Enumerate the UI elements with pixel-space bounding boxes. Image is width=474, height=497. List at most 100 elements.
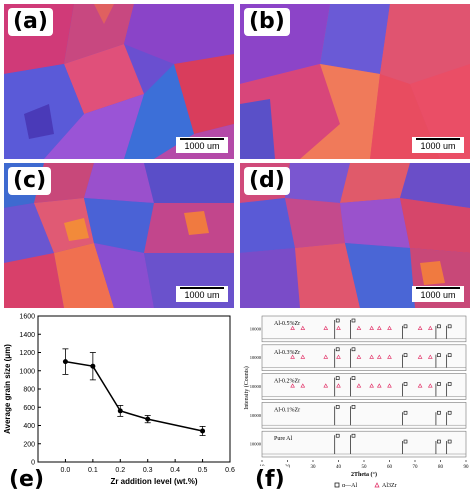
pattern-name: Al-0.3%Zr — [274, 350, 300, 356]
y-axis-label: Intensity (Counts) — [243, 366, 250, 410]
al3zr-marker — [290, 354, 295, 359]
alpha-al-marker — [335, 405, 340, 409]
scale-bar-c-text: 1000 um — [184, 290, 220, 300]
panel-b-label: (b) — [244, 8, 290, 36]
pattern-tick: 10000 — [250, 355, 262, 360]
x-tick-label: 0.1 — [88, 467, 98, 474]
alpha-al-marker — [437, 324, 441, 329]
y-tick-label: 800 — [23, 387, 35, 394]
micrograph-b: (b) 1000 um — [240, 4, 470, 159]
x-tick-label: 0.0 — [61, 467, 71, 474]
series-line — [65, 360, 203, 432]
x-tick-label: 0.2 — [115, 467, 125, 474]
al3zr-marker — [417, 325, 423, 330]
legend-al3zr-marker — [374, 482, 380, 488]
panel-f-label: (f) — [250, 466, 290, 494]
alpha-al-marker — [351, 376, 356, 380]
x-tick-label: 70 — [413, 465, 419, 470]
scale-bar-b: 1000 um — [412, 137, 464, 153]
data-point — [62, 359, 68, 365]
data-point — [90, 363, 96, 369]
al3zr-marker — [300, 325, 306, 330]
al3zr-marker — [369, 354, 374, 359]
al3zr-marker — [323, 325, 329, 330]
x-tick-label: 0.5 — [198, 467, 208, 474]
y-tick-label: 1200 — [19, 350, 35, 357]
y-axis-label: Average grain size (μm) — [3, 344, 12, 434]
panel-c-label: (c) — [8, 167, 52, 195]
al3zr-marker — [417, 383, 423, 388]
alpha-al-marker — [447, 439, 452, 444]
al3zr-marker — [427, 383, 433, 388]
al3zr-marker — [356, 383, 362, 388]
alpha-al-marker — [351, 318, 356, 323]
chart-e-svg: -0.10.00.10.20.30.40.50.6020040060080010… — [3, 314, 235, 487]
pattern-name: Al-0.2%Zr — [274, 379, 300, 385]
al3zr-marker — [323, 383, 329, 388]
y-tick-label: 1000 — [19, 368, 35, 375]
chart-f-svg: Intensity (Counts) Al-0.5%Zr 10000 Al-0.3%Z… — [243, 315, 470, 489]
alpha-al-marker — [447, 353, 452, 357]
alpha-al-marker — [403, 353, 408, 357]
al3zr-marker — [376, 383, 382, 388]
micrograph-d: (d) 1000 um — [240, 163, 470, 308]
alpha-al-marker — [335, 318, 340, 323]
x-tick-label: 90 — [464, 465, 470, 470]
scale-bar-d-text: 1000 um — [420, 290, 456, 300]
pattern-name: Al-0.5%Zr — [274, 321, 300, 327]
al3zr-marker — [369, 325, 374, 330]
al3zr-marker — [336, 325, 341, 330]
scale-bar-c: 1000 um — [176, 286, 228, 302]
plot-frame — [37, 315, 231, 463]
pattern-name: Al-0.1%Zr — [274, 407, 300, 413]
al3zr-marker — [336, 383, 341, 388]
pattern-frame — [261, 344, 467, 371]
alpha-al-marker — [403, 324, 408, 329]
al3zr-marker — [376, 325, 382, 330]
pattern-name: Pure Al — [274, 436, 293, 442]
y-tick-label: 0 — [31, 460, 35, 467]
alpha-al-marker — [351, 405, 356, 409]
x-tick-label: 0.3 — [143, 467, 153, 474]
y-tick-label: 400 — [23, 423, 35, 430]
data-point — [200, 428, 206, 434]
pattern-frame — [261, 402, 467, 429]
al3zr-marker — [323, 354, 329, 359]
al3zr-marker — [427, 354, 433, 359]
x-tick-label: 0.4 — [170, 467, 180, 474]
y-tick-label: 200 — [23, 441, 35, 448]
alpha-al-marker — [351, 347, 356, 352]
legend-alpha-label: α—Al — [342, 483, 357, 489]
alpha-al-marker — [447, 410, 452, 415]
alpha-al-marker — [403, 382, 408, 386]
data-point — [145, 416, 151, 422]
legend-alpha-marker — [334, 482, 340, 488]
x-axis-label: Zr addition level (wt.%) — [110, 477, 197, 486]
micrograph-a: (a) 1000 um — [4, 4, 234, 159]
alpha-al-marker — [447, 382, 452, 386]
panel-d-label: (d) — [244, 167, 290, 195]
legend-al3zr-label: Al3Zr — [382, 483, 397, 489]
alpha-al-marker — [437, 353, 441, 357]
panel-a-label: (a) — [8, 8, 53, 36]
x-tick-label: 0.6 — [225, 467, 235, 474]
al3zr-marker — [387, 325, 392, 330]
scale-bar-a: 1000 um — [176, 137, 228, 153]
x-tick-label: 30 — [311, 465, 317, 470]
data-point — [117, 408, 123, 414]
pattern-frame — [261, 315, 467, 343]
scale-bar-d: 1000 um — [412, 286, 464, 302]
micrograph-c: (c) 1000 um — [4, 163, 234, 308]
scale-bar-b-text: 1000 um — [420, 141, 456, 151]
al3zr-marker — [336, 354, 341, 359]
al3zr-marker — [369, 383, 374, 388]
x-axis-label: 2Theta (°) — [351, 471, 377, 478]
y-tick-label: 1600 — [19, 314, 35, 321]
x-tick-label: 80 — [438, 465, 444, 470]
al3zr-marker — [290, 383, 295, 388]
alpha-al-marker — [351, 433, 356, 438]
al3zr-marker — [427, 325, 433, 330]
x-tick-label: 40 — [336, 465, 342, 470]
al3zr-marker — [387, 383, 392, 388]
y-tick-label: 600 — [23, 405, 35, 412]
